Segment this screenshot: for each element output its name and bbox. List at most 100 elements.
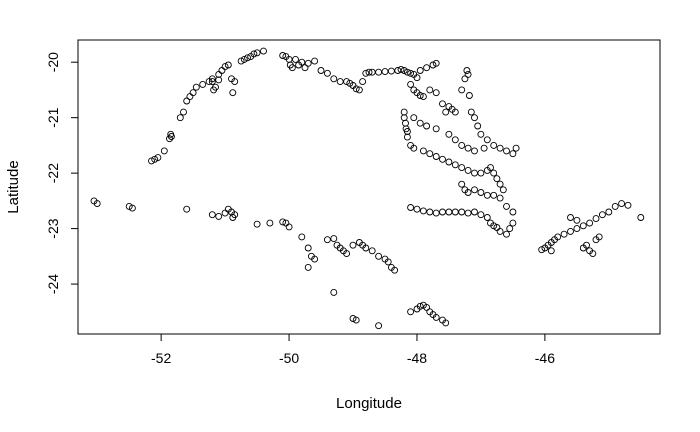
data-point [463, 67, 471, 74]
data-point [458, 208, 466, 216]
data-point [496, 180, 504, 188]
data-point [186, 93, 194, 101]
data-point [442, 319, 450, 327]
data-point [416, 119, 424, 127]
data-point [506, 225, 514, 233]
data-point [490, 169, 498, 177]
data-point [432, 59, 440, 67]
x-axis-title: Longitude [336, 395, 402, 412]
data-point [368, 247, 376, 255]
data-point [304, 244, 312, 252]
data-point [359, 78, 367, 86]
data-point [547, 247, 555, 255]
data-point [464, 70, 472, 78]
data-point [352, 85, 360, 93]
data-point [598, 211, 606, 219]
data-point [323, 69, 331, 77]
data-point [509, 150, 517, 158]
data-point [391, 266, 399, 274]
y-tick-label: -23 [45, 218, 61, 238]
data-point [362, 69, 370, 77]
data-point [503, 202, 510, 210]
data-point [471, 147, 478, 155]
data-point [538, 246, 546, 254]
data-point [637, 214, 645, 221]
data-point [407, 80, 415, 88]
data-point [439, 100, 446, 108]
data-point [573, 225, 581, 233]
data-point [419, 207, 427, 215]
data-point [426, 208, 434, 216]
data-point [464, 209, 472, 217]
data-point [375, 322, 383, 330]
data-point [221, 63, 229, 71]
data-point [260, 47, 267, 55]
data-point [298, 58, 306, 66]
data-point [266, 219, 274, 227]
data-point [407, 308, 415, 316]
data-point [458, 180, 466, 188]
data-point [416, 302, 424, 310]
data-point [467, 108, 475, 116]
data-point [611, 202, 619, 210]
data-point [567, 227, 574, 235]
data-point [304, 263, 312, 271]
data-point [210, 86, 218, 94]
data-point [279, 218, 287, 226]
data-point [304, 59, 312, 67]
data-point [416, 92, 424, 99]
data-point [413, 205, 421, 213]
data-point [432, 313, 440, 321]
data-point [240, 55, 248, 63]
data-point [624, 201, 632, 209]
data-point [573, 216, 581, 224]
data-point [330, 235, 338, 243]
data-point [426, 86, 434, 94]
data-point [330, 288, 338, 296]
data-point [509, 208, 517, 216]
data-point [128, 204, 136, 212]
data-point [288, 64, 296, 72]
data-point [490, 191, 498, 199]
data-point [343, 78, 351, 86]
data-point [461, 75, 469, 83]
data-point [250, 50, 258, 58]
data-point [496, 227, 504, 235]
x-axis: -52 -50 -48 -46 [151, 333, 555, 366]
data-point [355, 86, 363, 94]
data-point [301, 64, 309, 72]
data-point [400, 114, 408, 122]
data-point [487, 219, 494, 227]
data-point [410, 144, 418, 152]
data-point [285, 223, 293, 231]
data-point [426, 150, 434, 158]
data-point [451, 208, 459, 216]
data-point [292, 55, 299, 63]
data-point [493, 224, 501, 231]
data-point [375, 252, 383, 260]
data-point [148, 157, 155, 165]
data-point [244, 54, 251, 62]
data-point [432, 89, 440, 97]
y-tick-label: -22 [45, 163, 61, 183]
data-point [477, 211, 485, 219]
y-axis-title: Latitude [5, 160, 22, 213]
data-point [445, 158, 453, 166]
data-point [410, 114, 418, 122]
data-point [477, 189, 485, 196]
data-point [375, 68, 383, 76]
data-point [381, 68, 389, 76]
data-point [509, 219, 517, 227]
data-point [423, 122, 431, 130]
data-point [451, 136, 459, 144]
x-tick-label: -52 [151, 350, 171, 366]
data-point [464, 144, 472, 152]
data-point [471, 208, 478, 216]
data-point [439, 155, 446, 163]
data-point [167, 133, 175, 140]
data-point [208, 78, 216, 86]
data-point [183, 205, 191, 213]
data-point [423, 303, 431, 311]
x-tick-label: -50 [279, 350, 299, 366]
